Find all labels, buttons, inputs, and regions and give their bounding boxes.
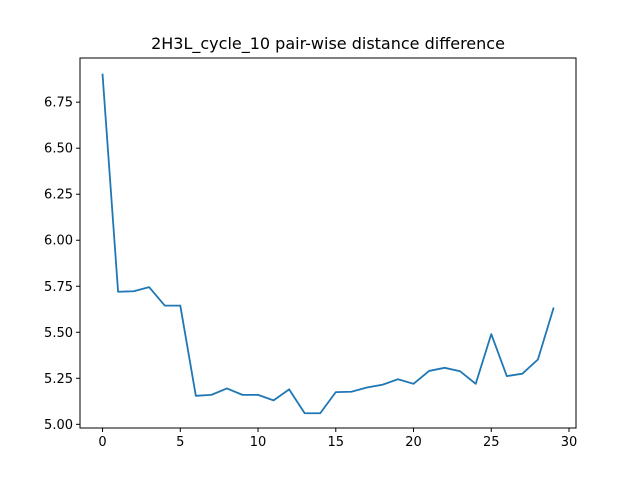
data-point [257,394,259,396]
data-point [397,378,399,380]
data-point [366,386,368,389]
y-tick-label: 6.25 [44,188,73,203]
data-point [319,412,321,414]
data-point [459,370,461,372]
chart-title: 2H3L_cycle_10 pair-wise distance differe… [151,34,505,54]
data-point [335,391,337,393]
data-point [490,333,492,335]
y-tick-label: 5.00 [44,418,73,433]
data-point [179,304,181,307]
y-tick-label: 6.75 [44,96,73,111]
data-point [537,358,539,361]
data-point [521,373,523,375]
data-point [350,391,352,393]
data-point [304,412,306,414]
y-tick-label: 5.50 [44,326,73,341]
data-point [133,290,135,292]
data-point [117,291,119,293]
data-point [428,370,430,372]
y-tick-label: 6.50 [44,142,73,157]
series-line [101,73,555,415]
plot-frame [79,57,577,429]
data-point [552,307,555,309]
data-point [272,399,275,401]
x-tick-label: 10 [250,435,267,450]
x-tick-label: 25 [483,435,500,450]
series-layer [101,73,555,415]
data-point [226,387,228,390]
data-point [101,73,104,76]
data-point [475,383,477,385]
x-axis: 0 5 10 15 20 25 30 [98,428,577,450]
data-point [381,384,384,386]
x-tick-label: 5 [176,435,184,450]
data-point [241,394,244,396]
data-point [444,367,446,369]
y-tick-label: 6.00 [44,234,73,249]
x-tick-label: 15 [328,435,345,450]
y-tick-label: 5.75 [44,280,73,295]
data-point [412,383,415,385]
data-point [210,394,212,396]
data-point [288,388,290,390]
x-tick-label: 0 [98,435,106,450]
data-point [195,395,197,397]
x-tick-label: 20 [405,435,422,450]
data-point [506,375,508,377]
y-axis: 5.00 5.25 5.50 5.75 6.00 6.25 6.50 6.75 [44,96,80,433]
x-tick-label: 30 [561,435,578,450]
data-point [148,286,150,288]
data-point [164,304,166,307]
y-tick-label: 5.25 [44,372,73,387]
